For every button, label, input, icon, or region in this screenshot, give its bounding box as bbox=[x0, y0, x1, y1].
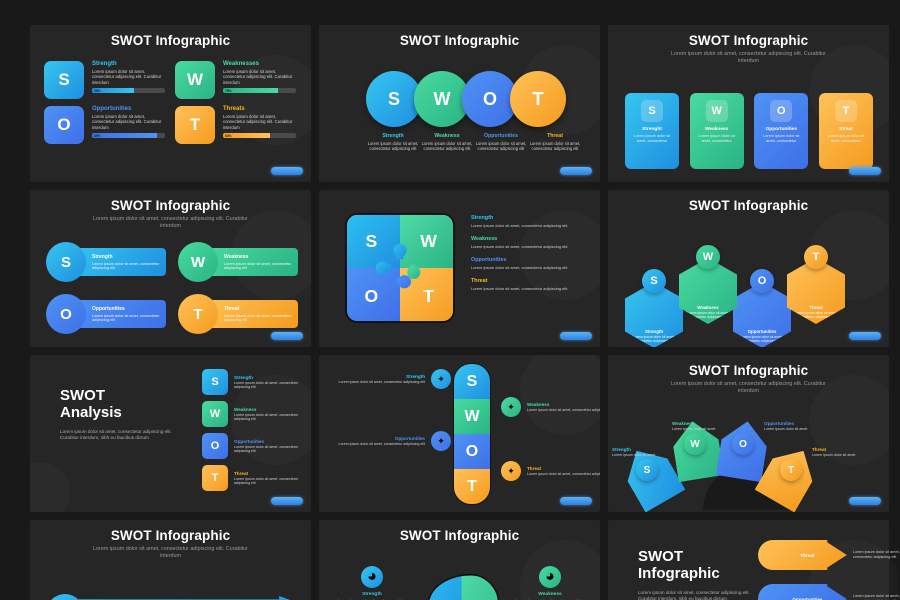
svg-text:W: W bbox=[420, 231, 437, 251]
svg-text:O: O bbox=[365, 286, 379, 306]
svg-text:T: T bbox=[423, 286, 434, 306]
svg-text:S: S bbox=[366, 231, 378, 251]
